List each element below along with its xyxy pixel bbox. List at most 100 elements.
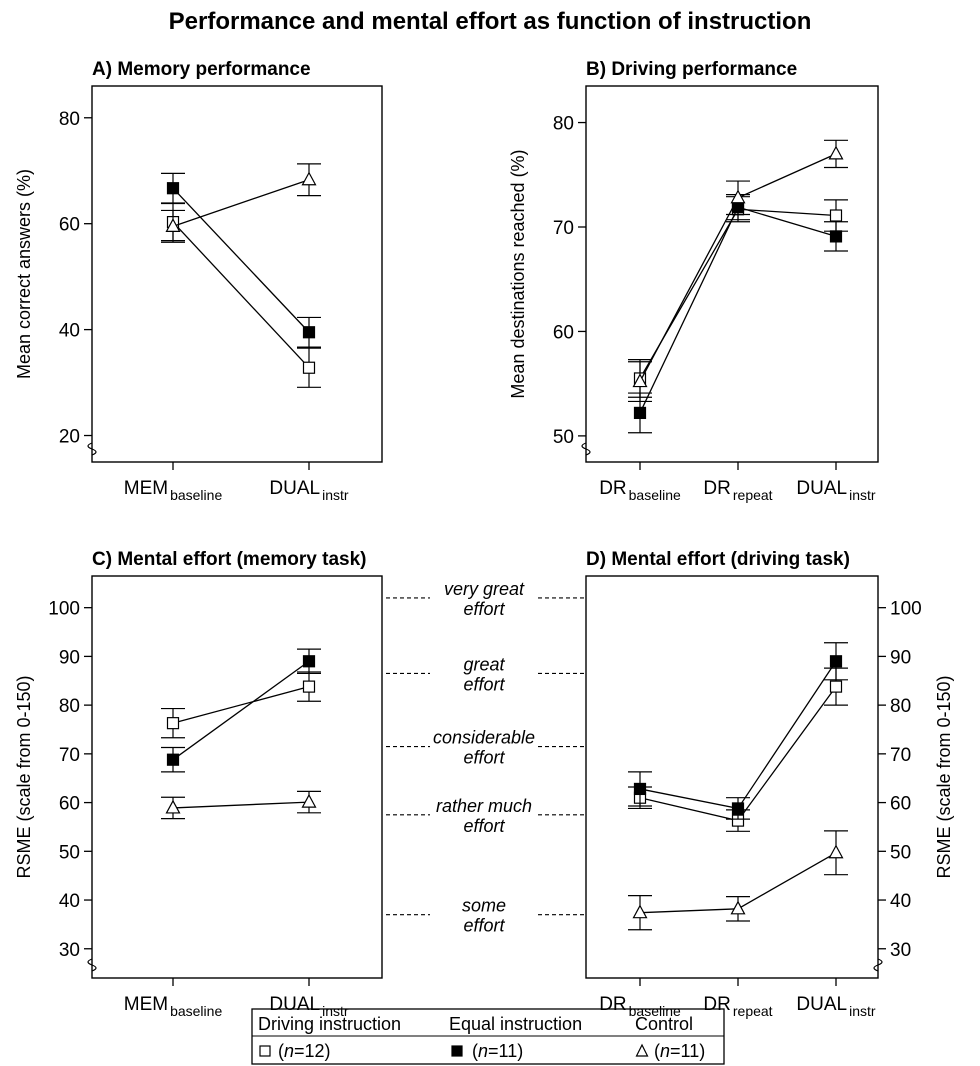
data-point	[166, 182, 180, 195]
panel-B: B) Driving performance 50 60 70 80 Mean desti…	[508, 59, 879, 503]
legend-filled-square-icon	[451, 1045, 463, 1057]
figure-title: Performance and mental effort as functio…	[169, 8, 812, 35]
y-tick-label: 70	[59, 745, 80, 766]
data-point	[730, 189, 746, 204]
y-tick-label: 60	[890, 794, 911, 815]
effort-label: some	[462, 896, 506, 916]
plot-frame	[585, 85, 879, 463]
effort-label: effort	[463, 916, 505, 936]
series-open-square	[161, 202, 321, 388]
series-open-triangle	[161, 790, 321, 820]
data-point	[302, 326, 316, 339]
x-tick-label: MEM baseline	[124, 478, 223, 503]
svg-text:(n=12): (n=12)	[278, 1041, 331, 1061]
y-tick-label: 50	[59, 842, 80, 863]
y-tick-label: 90	[59, 647, 80, 668]
series-filled-square	[161, 648, 321, 773]
data-point	[165, 799, 181, 814]
y-tick-label: 60	[59, 794, 80, 815]
data-point	[166, 753, 180, 766]
data-point	[632, 904, 648, 919]
x-tick-label: DUAL instr	[796, 994, 875, 1019]
panel-title: A) Memory performance	[92, 59, 311, 80]
axis-break	[581, 442, 591, 456]
data-point	[633, 782, 647, 796]
data-point	[828, 145, 844, 160]
effort-label: rather much	[436, 796, 532, 816]
data-point	[165, 218, 181, 232]
data-point	[730, 900, 746, 915]
effort-label: great	[463, 654, 505, 674]
data-point	[731, 802, 745, 815]
x-tick-label: DR repeat	[703, 478, 772, 503]
y-axis-label: RSME (scale from 0-150)	[934, 675, 954, 878]
data-point	[302, 655, 316, 668]
x-tick-label: MEM baseline	[124, 994, 223, 1019]
data-point	[829, 655, 843, 668]
data-point	[829, 680, 843, 693]
data-point	[302, 361, 316, 374]
y-tick-label: 30	[890, 940, 911, 961]
x-tick-label: DR repeat	[703, 994, 772, 1019]
panel-title: B) Driving performance	[586, 59, 797, 80]
y-axis-label: Mean correct answers (%)	[14, 169, 34, 379]
series-open-triangle	[628, 139, 848, 403]
legend-open-square-icon	[259, 1045, 271, 1057]
y-tick-label: 60	[553, 322, 574, 343]
y-tick-label: 50	[890, 842, 911, 863]
plot-frame	[91, 85, 383, 463]
series-line	[172, 221, 310, 369]
legend-entry-driving: (n=12)	[259, 1041, 331, 1061]
data-point	[633, 406, 647, 420]
series-filled-square	[628, 194, 848, 434]
series-open-square	[628, 196, 848, 398]
svg-text:(n=11): (n=11)	[654, 1041, 705, 1061]
y-tick-label: 80	[59, 109, 80, 130]
effort-label: effort	[463, 748, 505, 768]
series-line	[172, 187, 310, 333]
data-point	[632, 373, 648, 388]
data-point	[829, 230, 843, 243]
effort-scale: very greateffortgreateffortconsiderablee…	[386, 579, 584, 936]
series-open-square	[161, 671, 321, 739]
data-point	[301, 171, 317, 186]
legend: Driving instruction Equal instruction Co…	[251, 1008, 725, 1065]
y-tick-label: 70	[553, 218, 574, 239]
axis-break	[87, 442, 97, 456]
plot-frame	[585, 575, 879, 979]
panel-C: C) Mental effort (memory task) 30 40 50 60 70…	[14, 549, 383, 1019]
data-point	[301, 793, 317, 808]
y-axis-label: RSME (scale from 0-150)	[14, 675, 34, 878]
series-line	[172, 179, 310, 227]
series-filled-square	[628, 642, 848, 820]
effort-label: effort	[463, 816, 505, 836]
y-tick-label: 80	[890, 696, 911, 717]
series-line	[639, 660, 837, 810]
series-line	[172, 801, 310, 809]
y-tick-label: 70	[890, 745, 911, 766]
series-line	[639, 206, 837, 414]
y-tick-label: 40	[890, 891, 911, 912]
axis-break	[873, 958, 883, 972]
y-tick-label: 40	[59, 321, 80, 342]
data-point	[829, 209, 843, 222]
effort-label: effort	[463, 599, 505, 619]
effort-label: effort	[463, 674, 505, 694]
series-line	[172, 685, 310, 724]
x-tick-label: DUAL instr	[269, 994, 348, 1019]
axis-break	[87, 958, 97, 972]
plot-frame	[91, 575, 383, 979]
series-open-triangle	[628, 830, 848, 931]
effort-label: considerable	[433, 728, 535, 748]
legend-header-equal: Equal instruction	[449, 1014, 582, 1034]
legend-open-triangle-icon	[635, 1043, 649, 1057]
y-tick-label: 80	[553, 114, 574, 135]
panel-D: D) Mental effort (driving task) 30 40 50 60 7…	[585, 549, 954, 1019]
y-tick-label: 20	[59, 427, 80, 448]
series-line	[639, 208, 837, 379]
y-tick-label: 60	[59, 215, 80, 236]
legend-entry-control: (n=11)	[635, 1041, 705, 1061]
